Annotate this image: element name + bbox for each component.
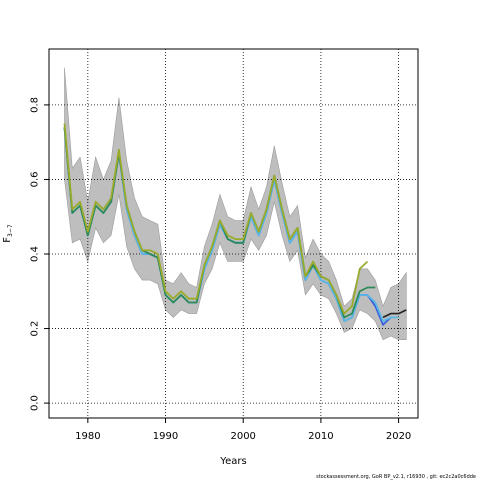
series-line-4 (63, 123, 369, 315)
plot-frame (48, 48, 419, 419)
x-tick-label: 2000 (230, 431, 255, 442)
confidence-band-layer (64, 67, 407, 341)
confidence-band (64, 67, 407, 341)
y-tick-label: 0.6 (30, 172, 41, 188)
y-tick-label: 0.2 (30, 321, 41, 337)
y-tick-label: 0.4 (30, 246, 41, 262)
x-tick-label: 2010 (308, 431, 333, 442)
footer-credit: stockassessment.org, GoR BP_v2.1, r16930… (316, 474, 476, 480)
x-tick-label: 1980 (75, 431, 100, 442)
x-tick-label: 2020 (386, 431, 411, 442)
x-axis: 1980 1990 2000 2010 2020 (75, 418, 411, 442)
y-tick-label: 0.0 (30, 395, 41, 411)
y-axis-title-main: F (2, 237, 13, 243)
y-axis: 0.0 0.2 0.4 0.6 0.8 (30, 97, 49, 411)
x-tick-label: 1990 (153, 431, 178, 442)
y-tick-label: 0.8 (30, 97, 41, 113)
series-line-5 (382, 309, 407, 319)
y-axis-title: F3−7 (2, 224, 14, 243)
y-axis-title-subscript: 3−7 (7, 224, 14, 237)
series-layer (63, 123, 407, 326)
x-axis-title: Years (219, 456, 246, 467)
